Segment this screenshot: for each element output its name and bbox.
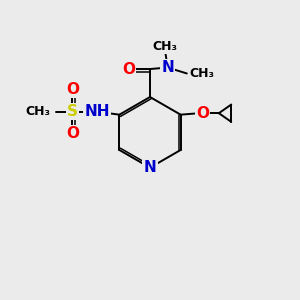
Text: O: O <box>66 82 79 97</box>
Text: N: N <box>161 60 174 75</box>
Text: CH₃: CH₃ <box>152 40 177 52</box>
Text: CH₃: CH₃ <box>190 67 215 80</box>
Text: CH₃: CH₃ <box>26 105 51 118</box>
Text: O: O <box>122 61 135 76</box>
Text: O: O <box>66 126 79 141</box>
Text: N: N <box>144 160 156 175</box>
Text: NH: NH <box>85 104 110 119</box>
Text: O: O <box>196 106 209 121</box>
Text: S: S <box>67 104 78 119</box>
